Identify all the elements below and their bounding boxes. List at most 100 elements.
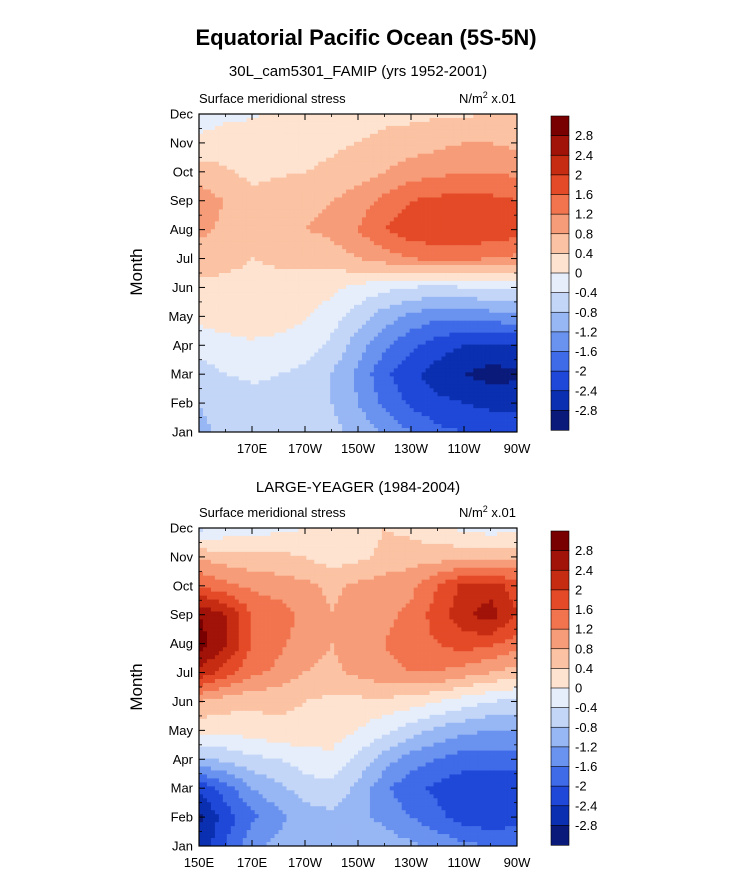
field-cell (354, 324, 359, 330)
field-cell (254, 304, 259, 310)
field-cell (369, 344, 375, 349)
field-cell (397, 149, 403, 155)
field-cell (270, 352, 275, 357)
field-cell (306, 233, 311, 238)
field-cell (314, 344, 319, 349)
field-cell (465, 241, 470, 246)
field-cell (262, 161, 267, 167)
field-cell (210, 145, 216, 151)
field-cell (294, 193, 299, 198)
field-cell (385, 201, 391, 206)
field-cell (361, 300, 367, 306)
field-cell (250, 316, 256, 322)
field-cell (286, 296, 291, 302)
field-cell (465, 233, 470, 238)
field-cell (298, 253, 303, 258)
field-cell (381, 197, 387, 202)
field-cell (206, 185, 212, 190)
field-cell (282, 316, 287, 322)
field-cell (457, 253, 462, 258)
field-cell (405, 153, 411, 159)
field-cell (342, 320, 347, 326)
field-cell (338, 300, 343, 306)
field-cell (258, 253, 263, 258)
field-cell (509, 193, 514, 198)
field-cell (266, 261, 271, 266)
field-cell (425, 121, 430, 127)
field-cell (346, 253, 351, 258)
field-cell (481, 332, 486, 337)
field-cell (361, 177, 367, 182)
field-cell (513, 229, 518, 234)
field-cell (222, 233, 228, 238)
field-cell (445, 197, 450, 202)
field-cell (381, 352, 387, 357)
field-cell (501, 296, 506, 302)
field-cell (461, 300, 466, 306)
field-cell (389, 237, 395, 242)
field-cell (397, 177, 403, 182)
field-cell (258, 217, 263, 222)
field-cell (338, 185, 343, 190)
field-cell (326, 173, 331, 178)
field-cell (393, 292, 399, 298)
field-cell (294, 225, 299, 230)
field-cell (334, 149, 339, 155)
field-cell (449, 308, 454, 314)
field-cell (473, 217, 478, 222)
field-cell (350, 157, 355, 163)
field-cell (457, 273, 462, 278)
field-cell (397, 201, 403, 206)
field-cell (469, 245, 474, 250)
field-cell (294, 276, 299, 282)
field-cell (417, 217, 422, 222)
field-cell (330, 133, 335, 139)
field-cell (397, 129, 403, 135)
field-cell (294, 213, 299, 218)
field-cell (477, 161, 482, 167)
field-cell (381, 233, 387, 238)
field-cell (246, 193, 252, 198)
field-cell (401, 292, 407, 298)
field-cell (477, 253, 482, 258)
field-cell (302, 137, 307, 143)
field-cell (373, 261, 379, 266)
field-cell (246, 249, 252, 254)
field-cell (497, 181, 502, 186)
field-cell (322, 145, 327, 151)
field-cell (417, 356, 422, 361)
field-cell (250, 304, 256, 310)
field-cell (453, 137, 458, 143)
field-cell (266, 157, 271, 163)
field-cell (509, 292, 514, 298)
field-cell (401, 205, 407, 210)
field-cell (222, 173, 228, 178)
field-cell (199, 133, 204, 139)
field-cell (210, 269, 216, 274)
field-cell (401, 332, 407, 337)
field-cell (342, 181, 347, 186)
field-cell (326, 181, 331, 186)
field-cell (262, 316, 267, 322)
field-cell (278, 269, 283, 274)
field-cell (465, 149, 470, 155)
field-cell (389, 221, 395, 226)
field-cell (238, 269, 244, 274)
field-cell (206, 348, 212, 353)
field-cell (326, 324, 331, 330)
field-cell (405, 125, 411, 131)
field-cell (342, 316, 347, 322)
field-cell (429, 308, 434, 314)
field-cell (509, 312, 514, 318)
field-cell (262, 265, 267, 270)
field-cell (393, 165, 399, 171)
field-cell (298, 257, 303, 262)
field-cell (417, 344, 422, 349)
field-cell (453, 133, 458, 139)
field-cell (318, 241, 323, 246)
field-cell (326, 304, 331, 310)
field-cell (210, 185, 216, 190)
field-cell (358, 125, 363, 131)
field-cell (338, 273, 343, 278)
field-cell (234, 284, 240, 290)
